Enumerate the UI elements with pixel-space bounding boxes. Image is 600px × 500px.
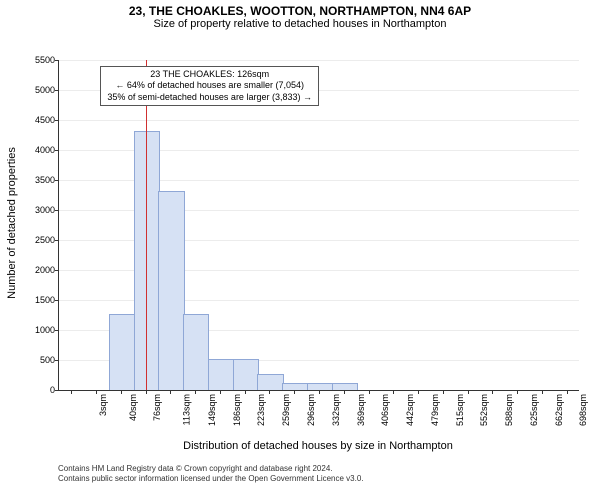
histogram-bar	[257, 374, 283, 390]
xtick-mark	[344, 390, 345, 394]
histogram-bar	[307, 383, 333, 390]
histogram-bar	[332, 383, 358, 390]
xtick-mark	[269, 390, 270, 394]
ytick-label: 5500	[35, 55, 59, 65]
xtick-label: 662sqm	[554, 394, 564, 426]
histogram-bar	[282, 383, 308, 390]
annotation-line-2: ← 64% of detached houses are smaller (7,…	[107, 80, 312, 91]
xtick-label: 223sqm	[256, 394, 266, 426]
ytick-label: 4500	[35, 115, 59, 125]
xtick-mark	[195, 390, 196, 394]
xtick-label: 515sqm	[455, 394, 465, 426]
x-axis-label: Distribution of detached houses by size …	[58, 440, 578, 452]
xtick-mark	[393, 390, 394, 394]
xtick-mark	[542, 390, 543, 394]
xtick-label: 552sqm	[479, 394, 489, 426]
ytick-label: 500	[40, 355, 59, 365]
annotation-line-1: 23 THE CHOAKLES: 126sqm	[107, 69, 312, 80]
ytick-label: 1500	[35, 295, 59, 305]
annotation-box: 23 THE CHOAKLES: 126sqm← 64% of detached…	[100, 66, 319, 106]
ytick-label: 3000	[35, 205, 59, 215]
ytick-label: 4000	[35, 145, 59, 155]
histogram-bar	[183, 314, 209, 390]
xtick-mark	[96, 390, 97, 394]
ytick-label: 3500	[35, 175, 59, 185]
xtick-mark	[468, 390, 469, 394]
xtick-label: 149sqm	[207, 394, 217, 426]
xtick-label: 588sqm	[504, 394, 514, 426]
xtick-mark	[443, 390, 444, 394]
xtick-label: 259sqm	[281, 394, 291, 426]
xtick-mark	[517, 390, 518, 394]
ytick-label: 0	[50, 385, 59, 395]
plot-area: 0500100015002000250030003500400045005000…	[58, 60, 579, 391]
histogram-bar	[158, 191, 184, 390]
xtick-label: 698sqm	[578, 394, 588, 426]
page-title: 23, THE CHOAKLES, WOOTTON, NORTHAMPTON, …	[0, 0, 600, 18]
histogram-bar	[233, 359, 259, 390]
xtick-mark	[146, 390, 147, 394]
xtick-label: 296sqm	[306, 394, 316, 426]
y-axis-label: Number of detached properties	[6, 123, 18, 323]
page-subtitle: Size of property relative to detached ho…	[0, 18, 600, 31]
xtick-label: 406sqm	[380, 394, 390, 426]
ytick-label: 5000	[35, 85, 59, 95]
xtick-mark	[294, 390, 295, 394]
chart-container: 23, THE CHOAKLES, WOOTTON, NORTHAMPTON, …	[0, 0, 600, 500]
histogram-bar	[208, 359, 234, 390]
xtick-mark	[369, 390, 370, 394]
xtick-mark	[71, 390, 72, 394]
xtick-label: 369sqm	[356, 394, 366, 426]
gridline	[59, 60, 579, 61]
xtick-label: 76sqm	[152, 394, 162, 421]
xtick-mark	[319, 390, 320, 394]
subject-marker-line	[146, 60, 147, 390]
histogram-bar	[109, 314, 135, 390]
xtick-label: 442sqm	[405, 394, 415, 426]
xtick-label: 625sqm	[529, 394, 539, 426]
footer-line-2: Contains public sector information licen…	[58, 474, 364, 484]
xtick-label: 113sqm	[182, 394, 192, 425]
footer-line-1: Contains HM Land Registry data © Crown c…	[58, 464, 364, 474]
ytick-label: 2000	[35, 265, 59, 275]
ytick-label: 1000	[35, 325, 59, 335]
xtick-mark	[170, 390, 171, 394]
xtick-mark	[418, 390, 419, 394]
xtick-mark	[567, 390, 568, 394]
xtick-mark	[245, 390, 246, 394]
xtick-label: 40sqm	[128, 394, 138, 421]
ytick-label: 2500	[35, 235, 59, 245]
annotation-line-3: 35% of semi-detached houses are larger (…	[107, 92, 312, 103]
xtick-label: 332sqm	[331, 394, 341, 426]
xtick-label: 186sqm	[232, 394, 242, 426]
xtick-mark	[220, 390, 221, 394]
gridline	[59, 120, 579, 121]
attribution-footer: Contains HM Land Registry data © Crown c…	[58, 464, 364, 483]
xtick-label: 479sqm	[430, 394, 440, 426]
xtick-mark	[121, 390, 122, 394]
xtick-label: 3sqm	[98, 394, 108, 416]
xtick-mark	[492, 390, 493, 394]
